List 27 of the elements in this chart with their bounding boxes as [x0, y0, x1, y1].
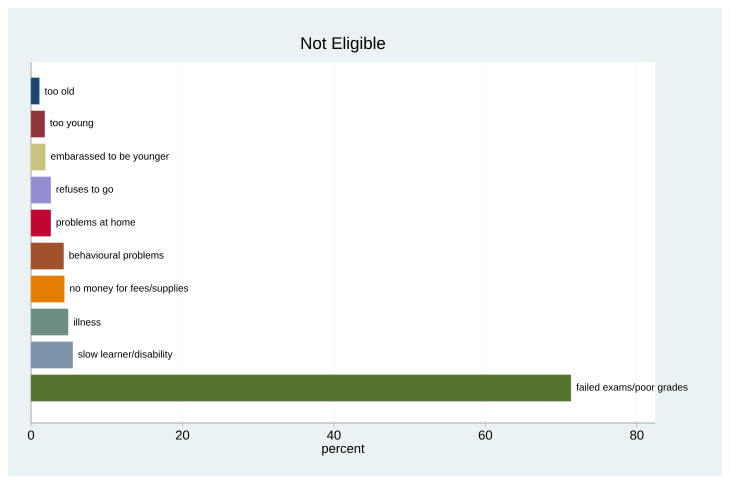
bar [30, 176, 51, 204]
x-tick-label: 0 [28, 430, 34, 440]
y-tick-label: too old [44, 87, 74, 95]
y-tick-label: illness [74, 318, 101, 326]
bar [30, 276, 65, 302]
y-tick-label: slow learner/disability [78, 350, 172, 360]
y-tick-label: failed exams/poor grades [576, 383, 688, 393]
y-tick-label: too young [50, 120, 93, 128]
x-tick-label: 20 [176, 430, 190, 440]
y-tick-label: embarassed to be younger [51, 152, 169, 162]
chart-title: Not Eligible [302, 36, 386, 52]
bar [30, 144, 46, 170]
x-tick-label: 80 [630, 430, 644, 440]
y-tick-label: behavioural problems [69, 251, 164, 261]
bar [30, 308, 68, 336]
bar [30, 242, 64, 270]
y-tick-label: refuses to go [56, 185, 114, 195]
y-tick-label: no money for fees/supplies [70, 284, 188, 294]
y-tick-label: problems at home [56, 218, 136, 228]
bar [30, 342, 73, 368]
x-axis-title: percent [322, 444, 364, 456]
bar [30, 374, 572, 402]
bar [30, 110, 45, 138]
bar [30, 78, 40, 104]
bar [30, 210, 51, 236]
x-tick-label: 60 [478, 430, 492, 440]
x-tick-label: 40 [327, 430, 341, 440]
